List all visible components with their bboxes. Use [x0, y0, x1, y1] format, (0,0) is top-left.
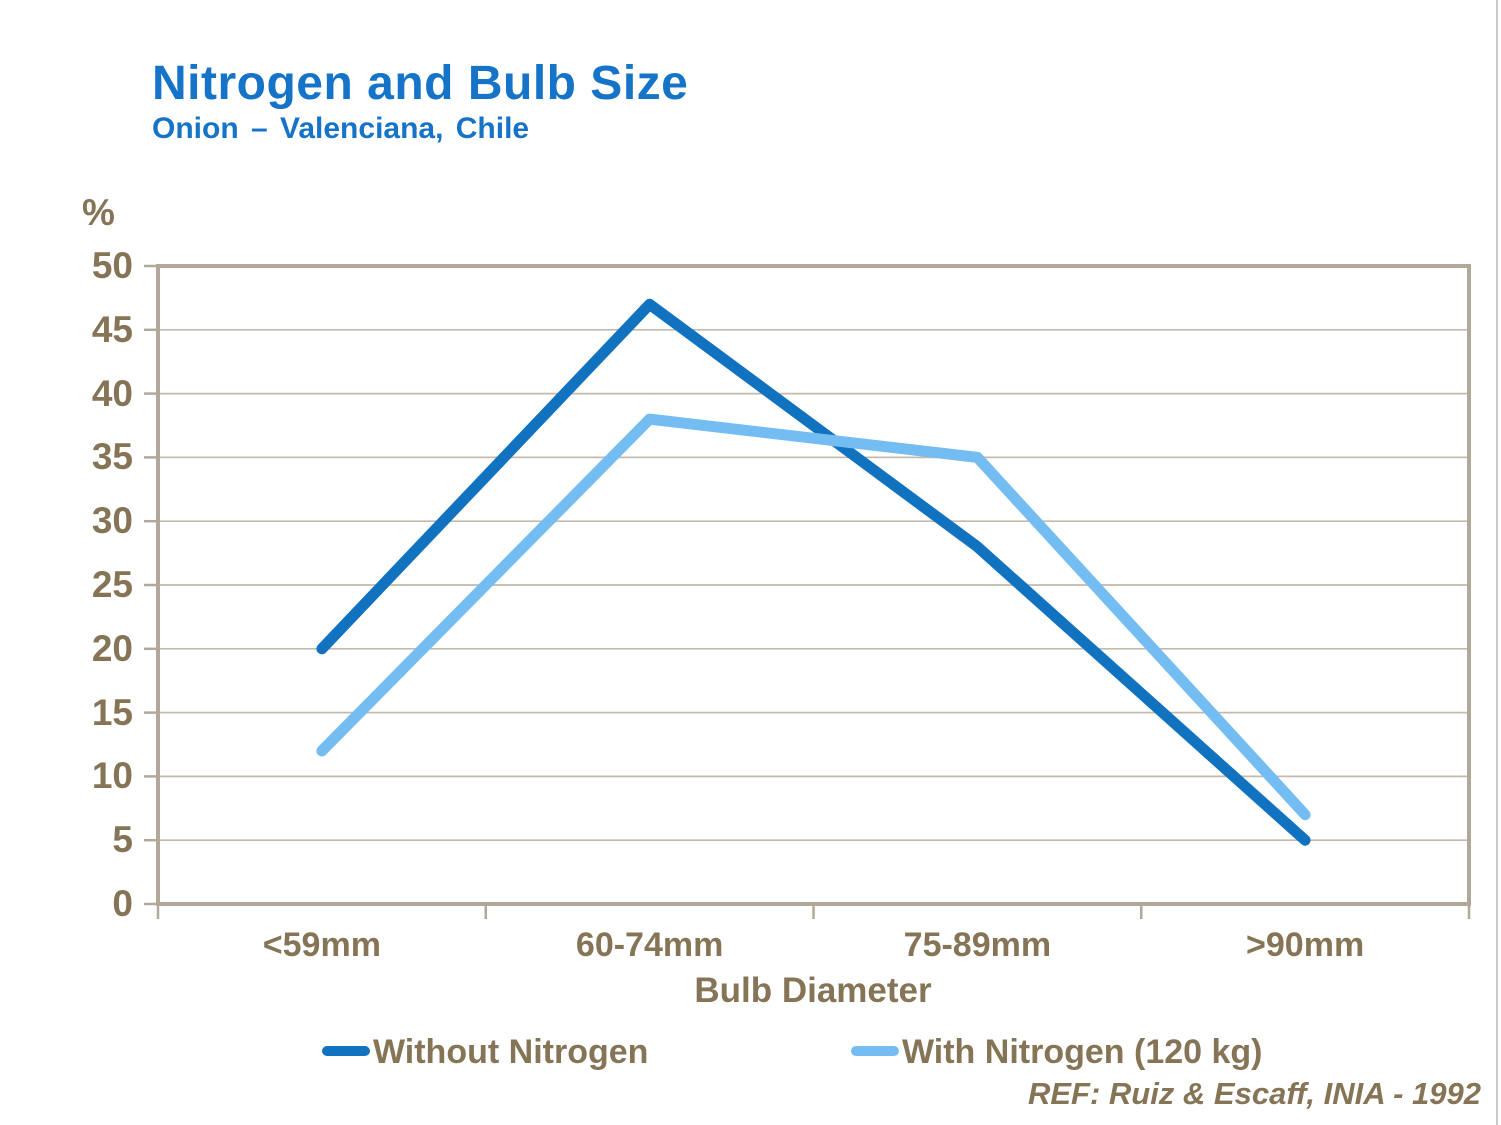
plot-frame	[156, 264, 1471, 906]
series-line-with-nitrogen-120-kg	[316, 413, 1311, 821]
reference-citation: REF: Ruiz & Escaff, INIA - 1992	[1027, 1076, 1481, 1111]
legend-item-without-nitrogen: Without Nitrogen	[322, 1033, 648, 1072]
legend-swatch-without-nitrogen-icon	[322, 1046, 370, 1057]
page-subtitle: Onion – Valenciana, Chile	[152, 112, 530, 145]
legend-item-with-nitrogen: With Nitrogen (120 kg)	[851, 1033, 1263, 1072]
x-axis-title: Bulb Diameter	[694, 971, 932, 1010]
page-edge-line	[1496, 0, 1498, 1125]
legend-label: Without Nitrogen	[373, 1033, 649, 1071]
series-line-without-nitrogen	[316, 298, 1311, 846]
legend-swatch-with-nitrogen-icon	[851, 1046, 899, 1057]
page-title: Nitrogen and Bulb Size	[152, 57, 689, 110]
y-axis-unit-label: %	[82, 192, 115, 233]
legend-label: With Nitrogen (120 kg)	[902, 1033, 1263, 1071]
